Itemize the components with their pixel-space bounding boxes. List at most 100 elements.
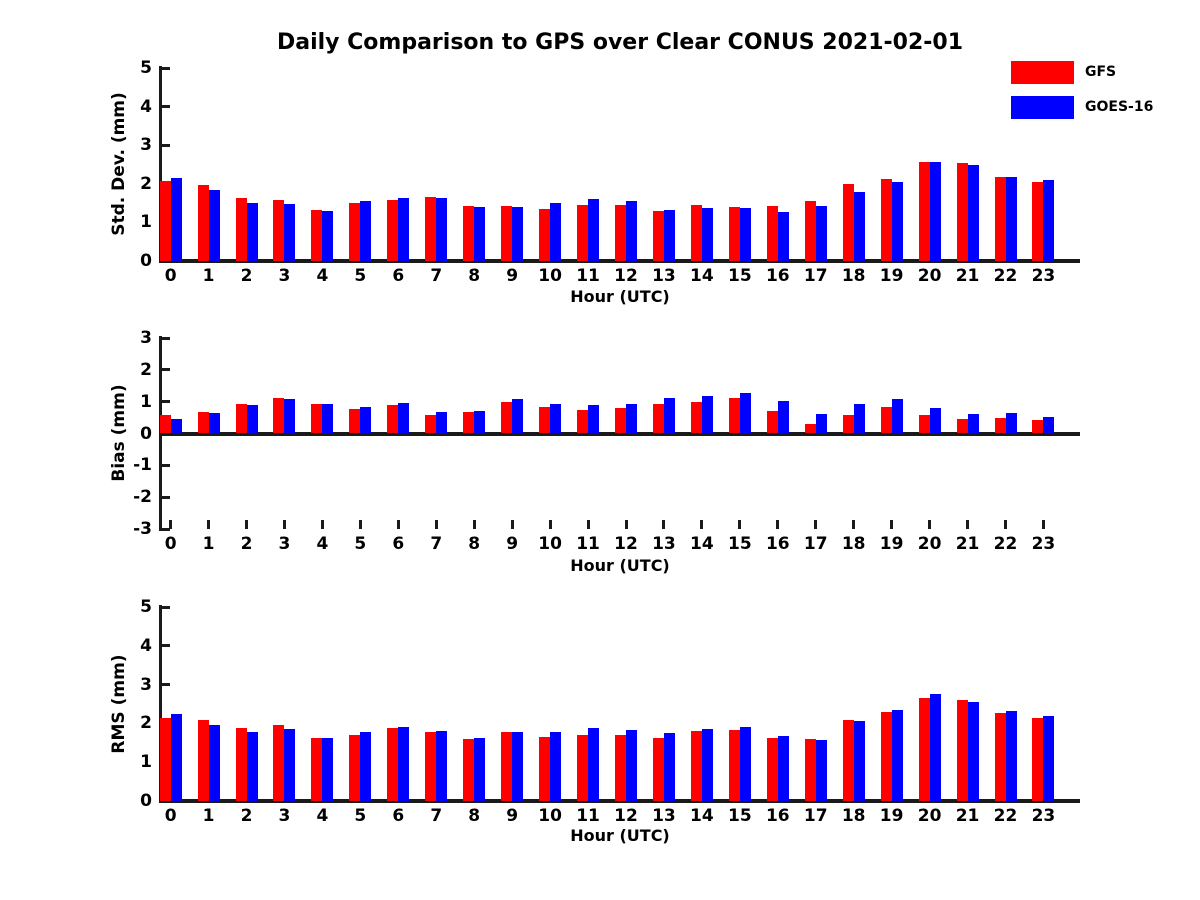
bar-gfs-hour-13: [652, 404, 664, 434]
x-tick-label: 10: [538, 806, 562, 826]
bar-gfs-hour-7: [425, 196, 437, 261]
bar-goes-16-hour-8: [474, 206, 486, 261]
x-tick-label: 20: [917, 534, 942, 554]
bar-goes-16-hour-22: [1005, 176, 1017, 261]
x-tick-mark: [282, 520, 286, 529]
bar-goes-16-hour-19: [891, 399, 903, 434]
bar-gfs-hour-21: [956, 163, 968, 261]
bar-gfs-hour-15: [728, 398, 740, 434]
bar-goes-16-hour-8: [474, 410, 486, 434]
bar-gfs-hour-22: [994, 712, 1006, 801]
x-tick-mark: [472, 520, 476, 529]
x-tick-label: 17: [803, 266, 828, 286]
bar-goes-16-hour-21: [967, 414, 979, 434]
bar-gfs-hour-18: [842, 415, 854, 434]
y-tick-mark: [162, 368, 170, 372]
y-axis-spine: [159, 605, 162, 803]
bar-gfs-hour-6: [387, 404, 399, 434]
x-tick-mark: [738, 520, 742, 529]
bar-goes-16-hour-10: [550, 203, 562, 261]
bar-gfs-hour-22: [994, 417, 1006, 434]
bar-gfs-hour-9: [501, 205, 513, 261]
bar-goes-16-hour-20: [929, 161, 941, 261]
bar-gfs-hour-12: [615, 408, 626, 434]
x-tick-label: 21: [955, 806, 980, 826]
bar-goes-16-hour-1: [208, 724, 220, 801]
bar-goes-16-hour-2: [246, 404, 258, 434]
bar-goes-16-hour-0: [170, 418, 182, 434]
y-tick-label: 3: [140, 674, 152, 695]
bar-goes-16-hour-16: [777, 400, 789, 434]
x-tick-label: 11: [576, 806, 600, 826]
x-tick-label: 22: [993, 534, 1018, 554]
bar-goes-16-hour-19: [891, 181, 903, 261]
y-tick-label: 5: [140, 597, 152, 617]
bar-gfs-hour-22: [994, 176, 1006, 261]
bar-gfs-hour-5: [349, 202, 361, 261]
y-tick-label: 1: [140, 212, 152, 233]
bar-gfs-hour-8: [463, 206, 475, 261]
bar-gfs-hour-11: [577, 735, 589, 801]
bar-gfs-hour-18: [842, 183, 854, 261]
y-axis-label-rms: RMS (mm): [109, 654, 129, 754]
bar-gfs-hour-20: [918, 697, 930, 801]
y-tick-mark: [162, 605, 170, 609]
x-tick-mark: [434, 520, 438, 529]
y-tick-label: 0: [140, 791, 152, 811]
bar-goes-16-hour-10: [550, 731, 562, 801]
x-tick-label: 20: [917, 266, 942, 286]
x-tick-label: 20: [917, 806, 942, 826]
x-tick-label: 2: [240, 266, 253, 286]
x-tick-label: 15: [728, 266, 752, 286]
x-tick-label: 3: [278, 534, 291, 554]
x-tick-label: 3: [278, 806, 291, 826]
bar-goes-16-hour-11: [588, 198, 600, 261]
bar-goes-16-hour-15: [739, 208, 751, 261]
bar-goes-16-hour-21: [967, 701, 979, 801]
y-tick-mark: [162, 66, 170, 70]
bar-gfs-hour-8: [463, 739, 475, 801]
bar-gfs-hour-20: [918, 415, 930, 434]
x-tick-label: 13: [652, 534, 676, 554]
bar-gfs-hour-15: [728, 207, 740, 261]
bar-goes-16-hour-10: [550, 403, 562, 434]
bar-goes-16-hour-12: [626, 729, 637, 801]
bar-goes-16-hour-17: [815, 739, 827, 801]
x-axis-line: [159, 799, 1080, 803]
x-tick-mark: [396, 520, 400, 529]
x-tick-label: 19: [879, 266, 904, 286]
bar-goes-16-hour-16: [777, 735, 789, 801]
plot-area-stddev: 5 4 3 2 1 0 0 1 2 3 4 5 6 7 8 9 10 11 12 13 14 15 16 17 18 19 20 21…: [140, 58, 1080, 286]
bar-gfs-hour-23: [1032, 181, 1044, 261]
x-tick-label: 9: [506, 534, 519, 554]
y-tick-label: 2: [140, 713, 152, 734]
bar-gfs-hour-17: [804, 424, 816, 434]
x-tick-label: 2: [240, 534, 253, 554]
bar-goes-16-hour-23: [1043, 715, 1055, 801]
bar-goes-16-hour-6: [398, 402, 410, 434]
bar-gfs-hour-15: [728, 729, 740, 801]
x-tick-label: 18: [841, 534, 866, 554]
y-tick-mark: [162, 105, 170, 109]
bar-goes-16-hour-9: [512, 731, 524, 801]
x-tick-mark: [776, 520, 780, 529]
chart-title: Daily Comparison to GPS over Clear CONUS…: [276, 30, 964, 55]
x-tick-label: 16: [765, 266, 790, 286]
bar-goes-16-hour-7: [436, 412, 448, 434]
bar-gfs-hour-6: [387, 200, 399, 261]
x-tick-label: 11: [576, 534, 600, 554]
bar-goes-16-hour-21: [967, 165, 979, 261]
bar-gfs-hour-10: [539, 406, 551, 434]
x-tick-label: 12: [614, 266, 638, 286]
x-tick-label: 23: [1031, 534, 1056, 554]
bar-goes-16-hour-6: [398, 726, 410, 801]
bar-gfs-hour-17: [804, 201, 816, 261]
y-tick-mark: [162, 400, 170, 404]
x-axis-line: [159, 431, 1080, 436]
y-tick-label: 1: [140, 391, 152, 412]
y-tick-mark: [162, 463, 170, 467]
bar-gfs-hour-4: [311, 738, 323, 801]
y-tick-label: 2: [140, 359, 152, 380]
plot-area-rms: 5 4 3 2 1 0 0 1 2 3 4 5 6 7 8 9 10 11 12 13 14 15 16 17 18 19 20 21…: [140, 597, 1080, 826]
bar-goes-16-hour-13: [663, 210, 675, 261]
